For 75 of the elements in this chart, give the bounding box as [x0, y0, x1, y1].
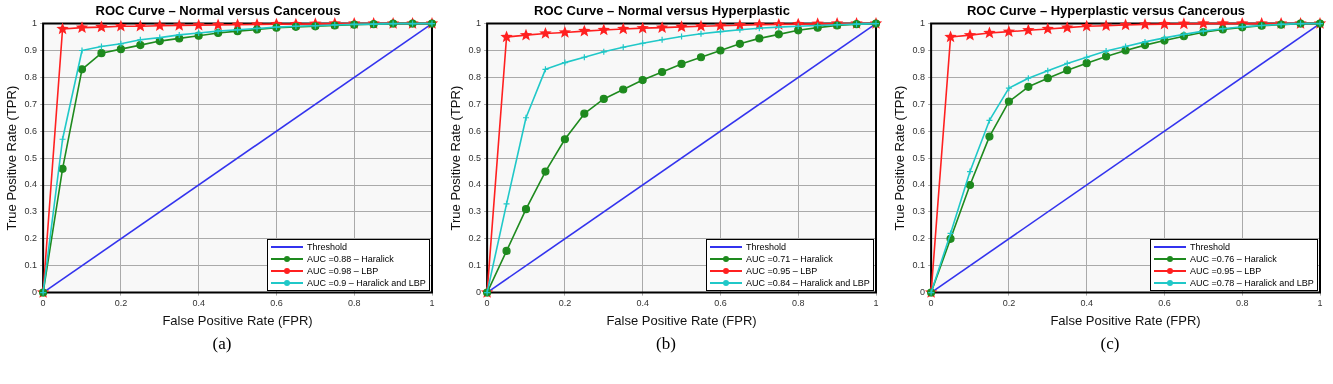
x-tick-label: 0.2	[558, 298, 572, 309]
y-tick-label: 0.4	[24, 179, 38, 190]
x-tick-label: 0	[928, 298, 934, 309]
y-tick-label: 0.2	[468, 233, 482, 244]
x-tick-label: 0.4	[192, 298, 205, 309]
chart-title: ROC Curve – Normal versus Cancerous	[95, 3, 341, 19]
y-tick-label: 0.8	[468, 71, 482, 82]
x-tick-label: 0.8	[347, 298, 361, 309]
x-axis-title: False Positive Rate (FPR)	[606, 312, 757, 328]
legend-label: AUC =0.9 – Haralick and LBP	[307, 276, 426, 289]
x-tick-label: 0.6	[270, 298, 283, 309]
y-tick-label: 0.5	[912, 152, 926, 163]
y-tick-label: 0.2	[912, 233, 926, 244]
legend-label: AUC =0.78 – Haralick and LBP	[1190, 276, 1314, 289]
x-tick-label: 0.2	[114, 298, 128, 309]
y-tick-label: 0.9	[912, 44, 926, 55]
legend-label: AUC =0.95 – LBP	[746, 264, 818, 277]
x-axis-title: False Positive Rate (FPR)	[162, 312, 313, 328]
legend-label: Threshold	[746, 240, 787, 253]
y-tick-label: 0.9	[24, 44, 38, 55]
text: (b)	[655, 334, 677, 354]
text: (c)	[1099, 334, 1121, 354]
y-tick-label: 0.7	[912, 98, 926, 109]
y-tick-label: 0.1	[468, 260, 482, 271]
y-tick-label: 0	[476, 287, 482, 298]
y-tick-label: 0.5	[24, 152, 38, 163]
y-tick-label: 0.4	[468, 179, 482, 190]
y-tick-label: 1	[920, 18, 926, 29]
x-tick-label: 0.6	[1158, 298, 1171, 309]
x-tick-label: 1	[873, 298, 879, 309]
x-axis-title: False Positive Rate (FPR)	[1050, 312, 1201, 328]
legend-label: AUC =0.84 – Haralick and LBP	[746, 276, 870, 289]
x-tick-label: 0.8	[1235, 298, 1249, 309]
legend-label: AUC =0.95 – LBP	[1190, 264, 1262, 277]
y-tick-label: 0.3	[24, 206, 38, 217]
chart-title: ROC Curve – Hyperplastic versus Cancerous	[966, 3, 1246, 19]
x-tick-label: 0	[484, 298, 490, 309]
x-tick-label: 0	[40, 298, 46, 309]
x-tick-label: 0.6	[714, 298, 727, 309]
y-tick-label: 0.1	[24, 260, 38, 271]
legend-label: AUC =0.76 – Haralick	[1190, 252, 1277, 265]
y-tick-label: 0	[920, 287, 926, 298]
x-tick-label: 0.4	[636, 298, 649, 309]
legend-label: AUC =0.88 – Haralick	[307, 252, 394, 265]
y-tick-label: 0	[32, 287, 38, 298]
chart-title: ROC Curve – Normal versus Hyperplastic	[534, 3, 790, 19]
legend-label: AUC =0.98 – LBP	[307, 264, 379, 277]
y-tick-label: 1	[476, 18, 482, 29]
y-tick-label: 0.8	[912, 71, 926, 82]
x-tick-label: 0.4	[1080, 298, 1093, 309]
y-tick-label: 0.6	[24, 125, 38, 136]
x-tick-label: 1	[1317, 298, 1323, 309]
y-tick-label: 0.8	[24, 71, 38, 82]
y-tick-label: 0.9	[468, 44, 482, 55]
y-tick-label: 0.3	[468, 206, 482, 217]
y-tick-label: 0.2	[24, 233, 38, 244]
y-tick-label: 0.6	[468, 125, 482, 136]
legend-label: Threshold	[307, 240, 348, 253]
y-tick-label: 0.6	[912, 125, 926, 136]
x-tick-label: 0.2	[1002, 298, 1016, 309]
x-tick-label: 0.8	[791, 298, 805, 309]
y-axis-title: True Positive Rate (TPR)	[448, 85, 464, 231]
y-tick-label: 0.7	[24, 98, 38, 109]
y-axis-title: True Positive Rate (TPR)	[4, 85, 20, 231]
y-tick-label: 0.7	[468, 98, 482, 109]
y-tick-label: 0.3	[912, 206, 926, 217]
legend-label: Threshold	[1190, 240, 1231, 253]
y-tick-label: 0.4	[912, 179, 926, 190]
y-tick-label: 0.1	[912, 260, 926, 271]
text: (a)	[211, 334, 233, 354]
y-tick-label: 0.5	[468, 152, 482, 163]
y-axis-title: True Positive Rate (TPR)	[892, 85, 908, 231]
legend-label: AUC =0.71 – Haralick	[746, 252, 833, 265]
x-tick-label: 1	[429, 298, 435, 309]
y-tick-label: 1	[32, 18, 38, 29]
